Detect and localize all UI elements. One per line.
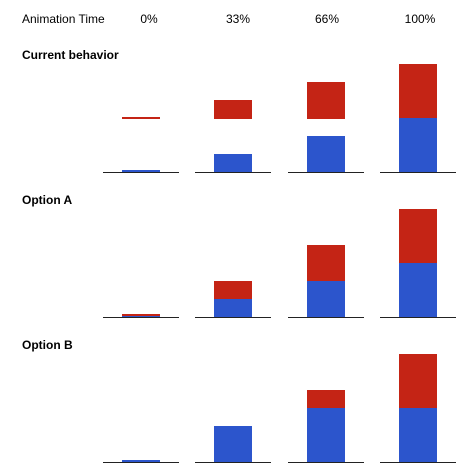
top-segment-panel-0-col-66	[307, 82, 345, 119]
top-segment-panel-2-col-66	[307, 390, 345, 408]
bottom-segment-panel-2-col-33	[214, 426, 252, 462]
baseline-panel-0-col-0	[103, 172, 179, 173]
baseline-panel-1-col-0	[103, 317, 179, 318]
time-label-66: 66%	[314, 12, 340, 26]
top-segment-panel-2-col-100	[399, 354, 437, 408]
top-segment-panel-0-col-0	[122, 117, 160, 119]
baseline-panel-2-col-66	[288, 462, 364, 463]
bottom-segment-panel-2-col-100	[399, 408, 437, 462]
baseline-panel-1-col-100	[380, 317, 456, 318]
top-segment-panel-0-col-100	[399, 64, 437, 118]
animation-time-label: Animation Time	[22, 12, 105, 26]
baseline-panel-1-col-66	[288, 317, 364, 318]
bottom-segment-panel-1-col-0	[122, 315, 160, 317]
baseline-panel-0-col-66	[288, 172, 364, 173]
panel-title-option-b: Option B	[22, 338, 73, 352]
bottom-segment-panel-2-col-0	[122, 460, 160, 462]
bottom-segment-panel-1-col-66	[307, 281, 345, 317]
panel-title-current-behavior: Current behavior	[22, 48, 119, 62]
baseline-panel-0-col-33	[195, 172, 271, 173]
bottom-segment-panel-1-col-33	[214, 299, 252, 317]
top-segment-panel-1-col-66	[307, 245, 345, 281]
bottom-segment-panel-1-col-100	[399, 263, 437, 317]
time-label-100: 100%	[404, 12, 436, 26]
bottom-segment-panel-0-col-100	[399, 118, 437, 172]
baseline-panel-2-col-33	[195, 462, 271, 463]
bottom-segment-panel-2-col-66	[307, 408, 345, 462]
top-segment-panel-1-col-33	[214, 281, 252, 299]
panel-title-option-a: Option A	[22, 193, 73, 207]
top-segment-panel-0-col-33	[214, 100, 252, 119]
bottom-segment-panel-0-col-66	[307, 136, 345, 172]
top-segment-panel-1-col-0	[122, 314, 160, 316]
time-label-0: 0%	[140, 12, 158, 26]
time-label-33: 33%	[225, 12, 251, 26]
baseline-panel-1-col-33	[195, 317, 271, 318]
bottom-segment-panel-0-col-0	[122, 170, 160, 172]
baseline-panel-2-col-0	[103, 462, 179, 463]
bottom-segment-panel-0-col-33	[214, 154, 252, 172]
baseline-panel-2-col-100	[380, 462, 456, 463]
baseline-panel-0-col-100	[380, 172, 456, 173]
top-segment-panel-1-col-100	[399, 209, 437, 263]
